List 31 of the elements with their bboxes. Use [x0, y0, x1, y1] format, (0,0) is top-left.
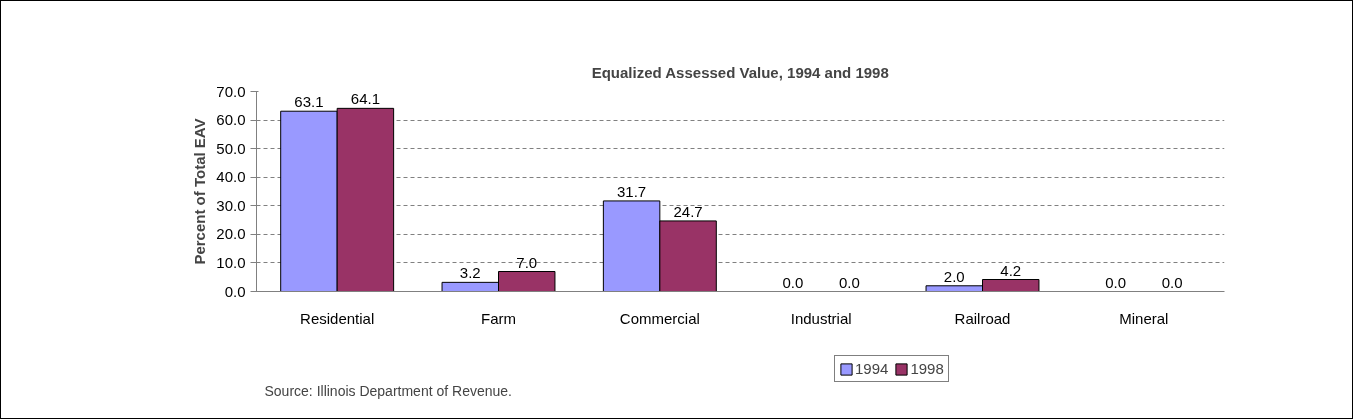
- legend-label: 1994: [855, 360, 889, 377]
- data-label: 24.7: [673, 202, 703, 220]
- x-tick-label: Residential: [300, 309, 375, 327]
- source-note: Source: Illinois Department of Revenue.: [264, 382, 512, 399]
- data-label: 0.0: [1105, 273, 1127, 291]
- y-tick-label: 70.0: [216, 82, 246, 100]
- y-tick-label: 60.0: [216, 111, 246, 129]
- data-label: 7.0: [516, 253, 538, 271]
- y-axis-title: Percent of Total EAV: [191, 118, 209, 265]
- y-tick-label: 10.0: [216, 253, 246, 271]
- data-label: 0.0: [782, 273, 804, 291]
- y-tick-label: 40.0: [216, 168, 246, 186]
- data-label: 63.1: [294, 93, 324, 111]
- x-tick-label: Mineral: [1119, 309, 1169, 327]
- x-tick-label: Railroad: [954, 309, 1011, 327]
- y-tick-label: 30.0: [216, 196, 246, 214]
- y-tick-label: 0.0: [224, 282, 246, 300]
- chart-title: Equalized Assessed Value, 1994 and 1998: [591, 63, 889, 81]
- data-label: 64.1: [350, 90, 381, 108]
- data-label: 0.0: [1161, 273, 1183, 291]
- y-tick-label: 20.0: [216, 225, 246, 243]
- data-label: 2.0: [943, 267, 965, 285]
- x-tick-label: Farm: [481, 309, 516, 327]
- legend-label: 1998: [910, 360, 944, 377]
- data-label: 4.2: [1000, 261, 1022, 279]
- x-tick-label: Industrial: [790, 309, 852, 327]
- data-label: 31.7: [617, 182, 647, 200]
- data-label: 0.0: [838, 273, 860, 291]
- data-label: 3.2: [459, 264, 481, 282]
- y-tick-label: 50.0: [216, 139, 246, 157]
- x-tick-label: Commercial: [619, 309, 700, 327]
